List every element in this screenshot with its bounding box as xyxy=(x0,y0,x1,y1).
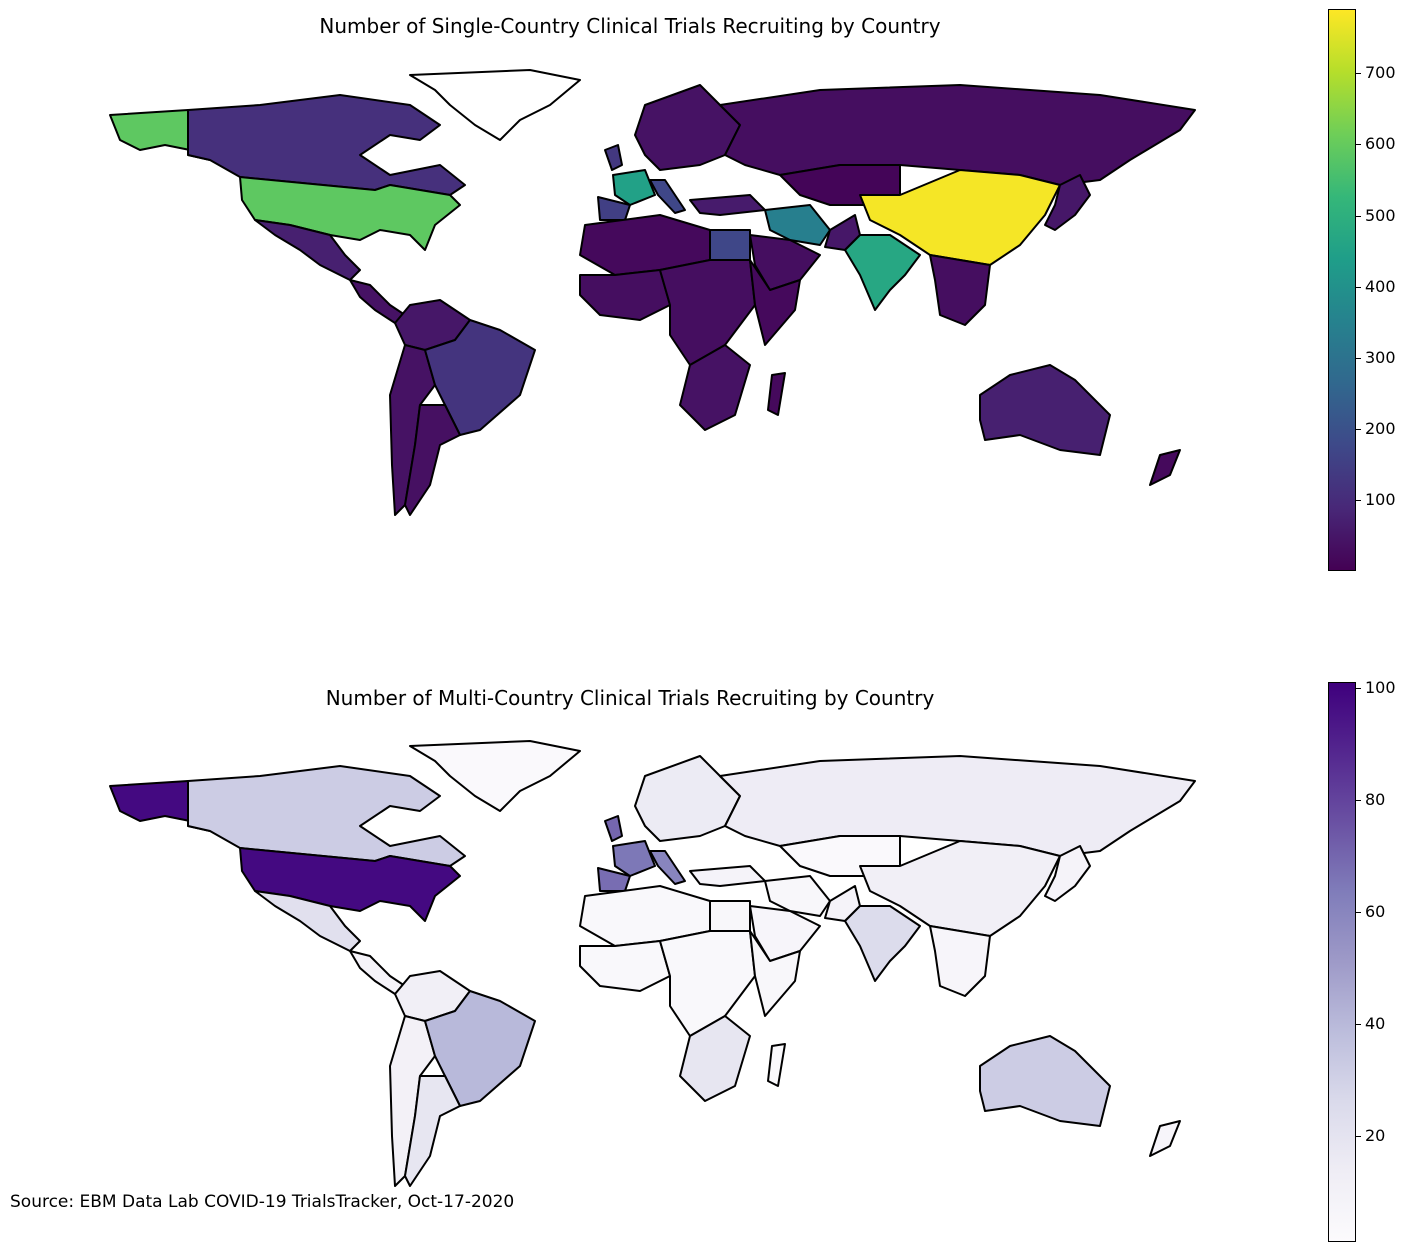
colorbar-tick: 400 xyxy=(1356,276,1396,296)
colorbar-tick-label: 300 xyxy=(1365,348,1396,368)
country-uk xyxy=(604,144,623,171)
country-europe-north xyxy=(634,755,741,842)
country-turkey xyxy=(689,865,766,887)
colorbar-tick-label: 100 xyxy=(1365,490,1396,510)
map-2-title: Number of Multi-Country Clinical Trials … xyxy=(325,686,935,710)
country-mexico xyxy=(254,219,361,281)
colorbar-tick-label: 80 xyxy=(1365,789,1386,809)
colorbar-tick-label: 20 xyxy=(1365,1125,1386,1145)
country-egypt xyxy=(709,900,751,932)
colorbar-tick-label: 500 xyxy=(1365,205,1396,225)
country-china xyxy=(859,840,1061,937)
country-canada xyxy=(187,94,466,196)
colorbar-tick: 80 xyxy=(1355,789,1386,809)
country-egypt xyxy=(709,229,751,261)
country-china xyxy=(859,169,1061,266)
country-south-africa xyxy=(679,1015,751,1102)
country-east-africa xyxy=(749,930,801,1017)
country-south-africa xyxy=(679,344,751,431)
country-central-america xyxy=(349,279,406,324)
country-australia xyxy=(979,1035,1111,1127)
colorbar-tick: 700 xyxy=(1356,63,1396,83)
map-1-world xyxy=(109,69,1196,516)
country-italy xyxy=(649,179,686,214)
colorbar-tick: 100 xyxy=(1356,490,1396,510)
country-india xyxy=(844,905,921,982)
country-greenland xyxy=(409,69,581,141)
country-argentina xyxy=(404,1075,461,1187)
country-japan-korea xyxy=(1044,845,1091,902)
colorbar-tick-label: 40 xyxy=(1365,1013,1386,1033)
country-iran xyxy=(764,204,831,246)
colorbar-tick: 60 xyxy=(1355,901,1386,921)
country-new-zealand xyxy=(1149,449,1181,486)
country-turkey xyxy=(689,194,766,216)
country-madagascar xyxy=(767,1043,786,1087)
country-iran xyxy=(764,875,831,917)
source-note: Source: EBM Data Lab COVID-19 TrialsTrac… xyxy=(10,1192,515,1212)
country-brazil xyxy=(424,990,536,1107)
colorbar-tick-label: 60 xyxy=(1365,901,1386,921)
colorbar-tick-label: 600 xyxy=(1365,134,1396,154)
country-japan-korea xyxy=(1044,174,1091,231)
country-france xyxy=(612,169,656,206)
country-greenland xyxy=(409,740,581,812)
country-southeast-asia xyxy=(929,925,991,997)
country-canada xyxy=(187,765,466,867)
colorbar-tick-label: 100 xyxy=(1365,677,1396,697)
colorbar-tick-label: 700 xyxy=(1365,63,1396,83)
country-west-africa xyxy=(579,269,671,321)
country-new-zealand xyxy=(1149,1120,1181,1157)
colorbar-tick-label: 200 xyxy=(1365,419,1396,439)
country-central-america xyxy=(349,950,406,995)
country-europe-north xyxy=(634,84,741,171)
colorbar-tick: 300 xyxy=(1356,348,1396,368)
country-mexico xyxy=(254,890,361,952)
colorbar-tick: 40 xyxy=(1355,1013,1386,1033)
map-2-colorbar xyxy=(1328,682,1356,1242)
colorbar-tick: 500 xyxy=(1356,205,1396,225)
country-central-africa xyxy=(659,259,756,366)
country-madagascar xyxy=(767,372,786,416)
map-1-title: Number of Single-Country Clinical Trials… xyxy=(319,14,941,38)
colorbar-tick: 600 xyxy=(1356,134,1396,154)
map-1-colorbar xyxy=(1328,9,1356,571)
country-brazil xyxy=(424,319,536,436)
country-india xyxy=(844,234,921,311)
country-west-africa xyxy=(579,940,671,992)
colorbar-tick-label: 400 xyxy=(1365,276,1396,296)
country-uk xyxy=(604,815,623,842)
country-italy xyxy=(649,850,686,885)
country-argentina xyxy=(404,404,461,516)
country-australia xyxy=(979,364,1111,456)
colorbar-tick: 20 xyxy=(1355,1125,1386,1145)
colorbar-tick: 200 xyxy=(1356,419,1396,439)
colorbar-tick: 100 xyxy=(1356,677,1396,697)
map-2-world xyxy=(109,740,1196,1187)
country-france xyxy=(612,840,656,877)
country-southeast-asia xyxy=(929,254,991,326)
country-central-africa xyxy=(659,930,756,1037)
country-east-africa xyxy=(749,259,801,346)
